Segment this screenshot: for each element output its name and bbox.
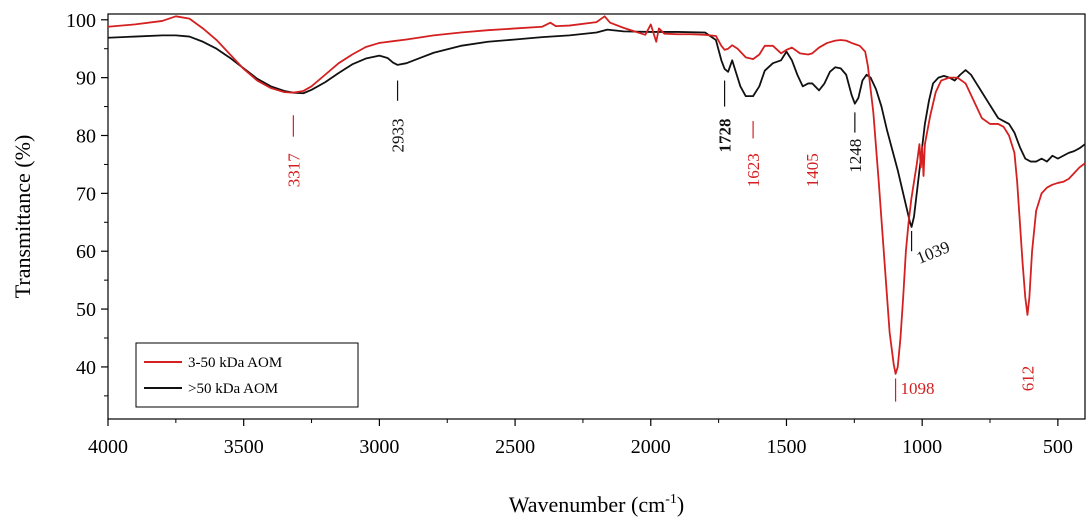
legend-box [135, 342, 359, 408]
annotation-label-612: 612 [1018, 366, 1037, 392]
y-tick-label-50: 50 [76, 299, 96, 321]
series-line-gt50kda [107, 28, 1086, 228]
y-axis-title: Transmittance (%) [10, 135, 35, 299]
y-tick-label-40: 40 [76, 357, 96, 379]
x-tick-label-2500: 2500 [495, 436, 535, 458]
y-tick-label-100: 100 [66, 10, 96, 32]
legend-label-0: 3-50 kDa AOM [188, 355, 282, 371]
x-tick-label-1000: 1000 [902, 436, 942, 458]
axes-layer: 4000 3500 3000 2500 2000 1500 1000 500 40 50 60 70 8… [66, 10, 1086, 458]
annotation-label-1405: 1405 [803, 153, 822, 187]
y-tick-label-90: 90 [76, 68, 96, 90]
series-layer [107, 15, 1086, 375]
annotation-label-1728: 1728 [716, 119, 735, 153]
x-axis-title-main: Wavenumber (cm [509, 492, 665, 517]
x-axis-title-suffix: ) [677, 492, 684, 517]
legend-label-1: >50 kDa AOM [188, 381, 278, 397]
x-tick-label-3500: 3500 [224, 436, 264, 458]
y-tick-label-60: 60 [76, 241, 96, 263]
y-tick-label-80: 80 [76, 126, 96, 148]
plot-frame [107, 13, 1086, 420]
annotation-layer: 3317 2933 1728 1623 1405 1248 1039 1098 612 [284, 80, 1037, 402]
x-tick-label-4000: 4000 [88, 436, 128, 458]
x-tick-label-2000: 2000 [631, 436, 671, 458]
series-line-3-50kda [107, 15, 1086, 375]
x-axis-title-sup: -1 [665, 492, 677, 507]
annotation-label-2933: 2933 [389, 119, 408, 153]
annotation-label-1098: 1098 [900, 379, 934, 398]
legend: 3-50 kDa AOM >50 kDa AOM [135, 342, 359, 408]
annotation-label-3317: 3317 [284, 153, 303, 188]
annotation-label-1039: 1039 [914, 237, 953, 267]
x-axis-title: Wavenumber (cm-1) [509, 492, 684, 517]
annotation-label-1248: 1248 [846, 139, 865, 173]
y-tick-label-70: 70 [76, 183, 96, 205]
x-tick-label-3000: 3000 [359, 436, 399, 458]
x-tick-label-500: 500 [1043, 436, 1073, 458]
annotation-label-1623: 1623 [744, 153, 763, 187]
x-tick-label-1500: 1500 [766, 436, 806, 458]
